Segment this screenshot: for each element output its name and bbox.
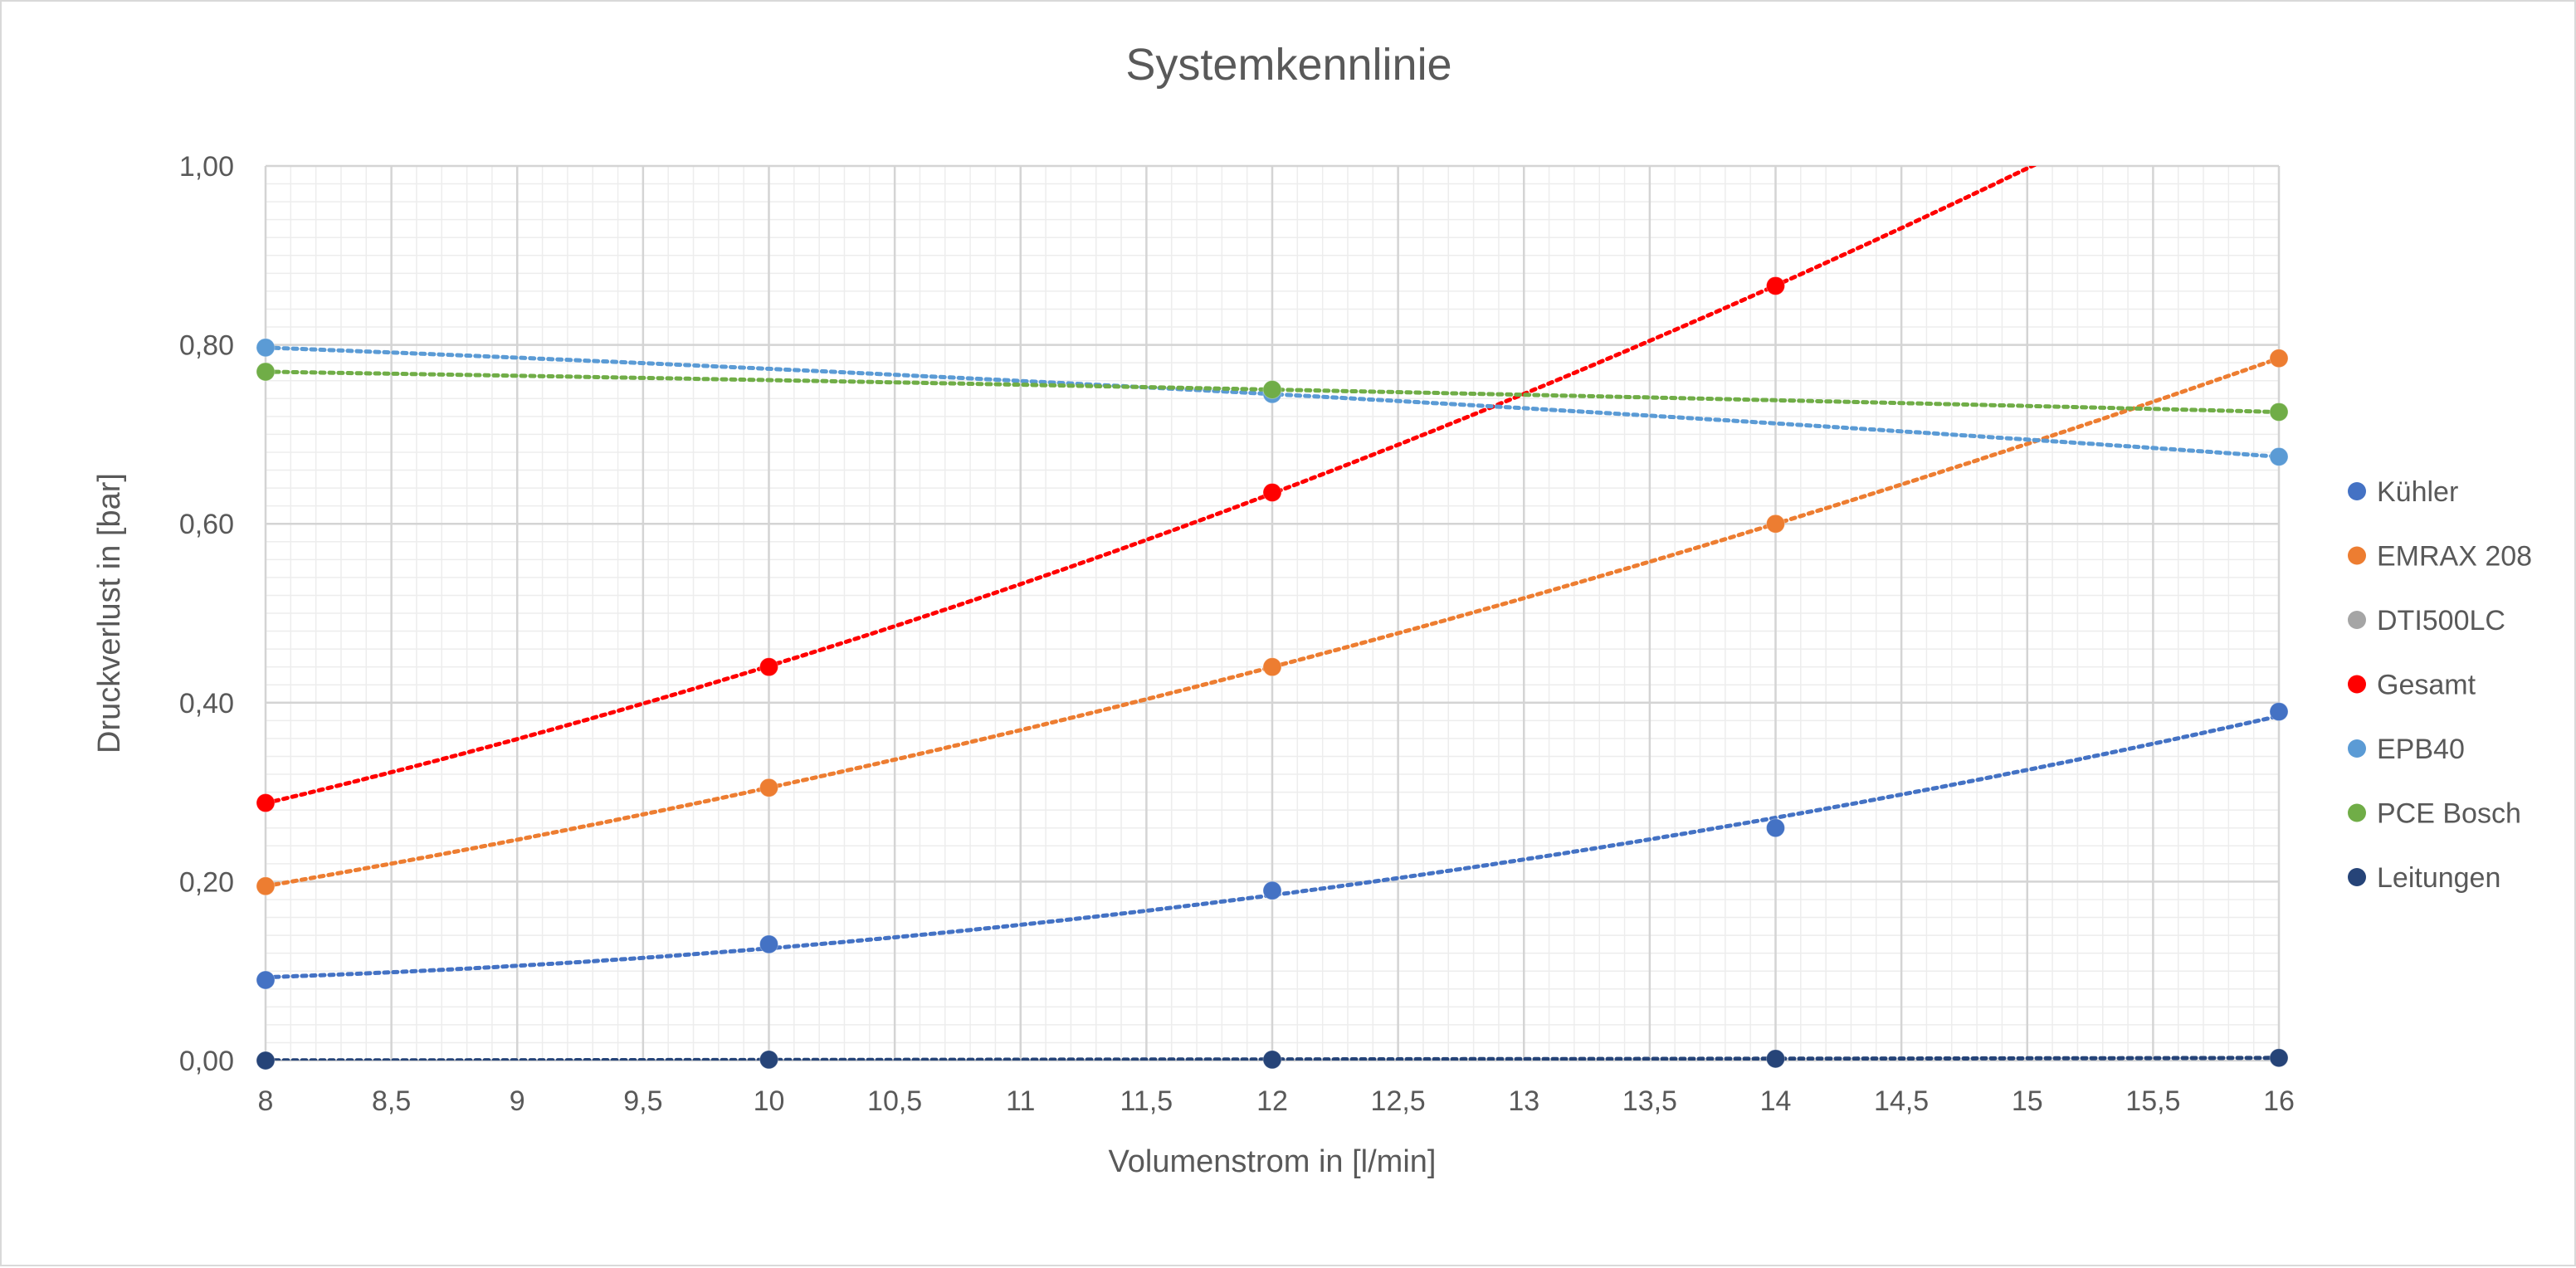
- x-tick-label: 14,5: [1874, 1085, 1929, 1117]
- y-tick-label: 1,00: [179, 151, 234, 183]
- x-tick-label: 13: [1508, 1085, 1539, 1117]
- data-point: [2269, 1048, 2289, 1068]
- x-tick-label: 15: [2012, 1085, 2043, 1117]
- data-point: [1262, 482, 1282, 502]
- data-point: [1262, 1050, 1282, 1070]
- data-point: [2269, 349, 2289, 368]
- legend-item: Leitungen: [2377, 862, 2500, 894]
- legend-item: PCE Bosch: [2377, 798, 2521, 830]
- chart-title: Systemkennlinie: [1125, 40, 1451, 90]
- data-point: [1262, 657, 1282, 677]
- legend-marker: [2348, 675, 2366, 694]
- legend-item: Kühler: [2377, 476, 2458, 508]
- data-points: [256, 276, 2289, 1070]
- x-tick-label: 8,5: [372, 1085, 411, 1117]
- y-tick-label: 0,00: [179, 1046, 234, 1077]
- legend-marker: [2348, 739, 2366, 758]
- data-point: [1766, 1049, 1785, 1069]
- x-tick-label: 12: [1256, 1085, 1288, 1117]
- grid: [264, 164, 2281, 1062]
- y-tick-label: 0,40: [179, 688, 234, 719]
- legend: Kühler EMRAX 208 DTI500LC Gesamt EPB40 PCE Bo…: [2348, 476, 2532, 894]
- x-axis-label: Volumenstrom in [l/min]: [1109, 1144, 1437, 1179]
- x-tick-label: 11,5: [1120, 1085, 1173, 1117]
- tick-labels: 8 8,5 9 9,5 10 10,5 11 11,5 12 12,5 13 13,5 14 14,5 15…: [179, 151, 2295, 1117]
- data-point: [2269, 702, 2289, 722]
- x-tick-label: 12,5: [1371, 1085, 1426, 1117]
- legend-item: Gesamt: [2377, 670, 2476, 701]
- y-tick-label: 0,80: [179, 330, 234, 362]
- data-point: [2269, 402, 2289, 422]
- x-tick-label: 15,5: [2125, 1085, 2180, 1117]
- data-point: [759, 657, 778, 677]
- data-point: [1766, 276, 1785, 295]
- data-point: [1262, 880, 1282, 900]
- data-point: [759, 934, 778, 954]
- x-tick-label: 8: [258, 1085, 274, 1117]
- data-point: [256, 970, 276, 990]
- data-point: [1262, 380, 1282, 399]
- x-tick-label: 9: [510, 1085, 525, 1117]
- legend-marker: [2348, 546, 2366, 565]
- data-point: [256, 362, 276, 382]
- data-point: [256, 338, 276, 358]
- x-tick-label: 11: [1006, 1085, 1035, 1117]
- data-point: [256, 1051, 276, 1070]
- data-point: [2269, 446, 2289, 466]
- data-point: [256, 876, 276, 896]
- x-tick-label: 10,5: [867, 1085, 922, 1117]
- legend-marker: [2348, 868, 2366, 886]
- legend-item: EMRAX 208: [2377, 541, 2532, 573]
- data-point: [1766, 514, 1785, 534]
- x-tick-label: 9,5: [623, 1085, 662, 1117]
- legend-item: EPB40: [2377, 734, 2465, 765]
- legend-item: DTI500LC: [2377, 605, 2505, 636]
- x-tick-label: 16: [2263, 1085, 2295, 1117]
- legend-marker: [2348, 482, 2366, 500]
- legend-marker: [2348, 803, 2366, 822]
- x-tick-label: 13,5: [1622, 1085, 1677, 1117]
- x-tick-label: 14: [1760, 1085, 1792, 1117]
- data-point: [256, 793, 276, 813]
- data-point: [1766, 818, 1785, 838]
- data-point: [759, 778, 778, 797]
- y-tick-label: 0,20: [179, 866, 234, 898]
- x-tick-label: 10: [754, 1085, 785, 1117]
- legend-marker: [2348, 611, 2366, 629]
- data-point: [759, 1050, 778, 1070]
- y-tick-label: 0,60: [179, 509, 234, 540]
- y-axis-label: Druckverlust in [bar]: [92, 473, 127, 753]
